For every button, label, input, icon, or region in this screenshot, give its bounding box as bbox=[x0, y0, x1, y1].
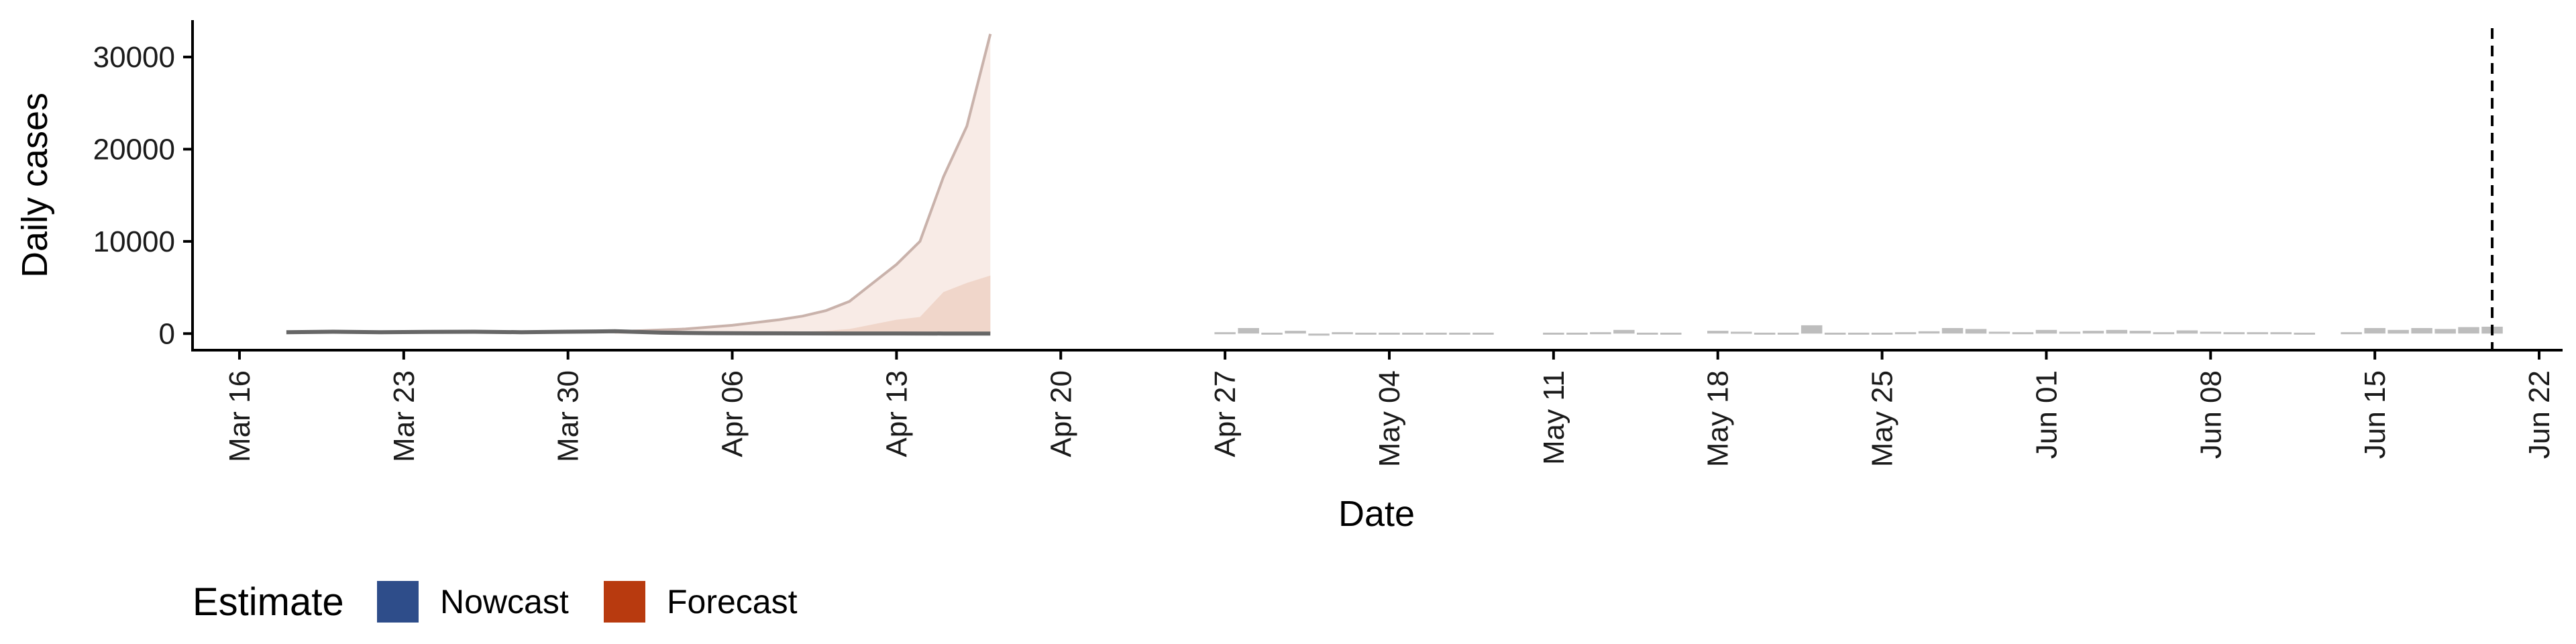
y-tick-label: 30000 bbox=[93, 41, 175, 74]
reported-cases-bar bbox=[1426, 332, 1447, 335]
reported-cases-bar bbox=[2035, 329, 2057, 334]
reported-cases-bar bbox=[2223, 332, 2245, 335]
reported-cases-bar bbox=[1238, 328, 1259, 334]
nowcast-line bbox=[286, 329, 991, 336]
reported-cases-bar bbox=[2387, 329, 2409, 334]
reported-cases-bar bbox=[1777, 332, 1799, 335]
reported-cases-bar bbox=[2176, 330, 2198, 334]
reported-cases-bar bbox=[1566, 332, 1588, 335]
x-tick-label: May 04 bbox=[1373, 370, 1406, 467]
x-tick-label: Jun 22 bbox=[2523, 370, 2556, 459]
reported-cases-bar bbox=[1637, 332, 1658, 335]
x-tick-label: Apr 06 bbox=[716, 370, 749, 458]
reported-cases-bar bbox=[2270, 332, 2292, 335]
y-tick-label: 0 bbox=[159, 317, 175, 350]
reported-cases-bar bbox=[1988, 331, 2010, 334]
reported-cases-bar bbox=[1261, 332, 1283, 335]
reported-cases-bar bbox=[1590, 332, 1611, 335]
reported-cases-bar bbox=[1214, 332, 1236, 335]
x-tick-label: Mar 16 bbox=[223, 370, 256, 462]
x-tick-label: Apr 13 bbox=[880, 370, 913, 458]
reported-cases-bar bbox=[1449, 332, 1470, 335]
x-tick-label: May 25 bbox=[1866, 370, 1899, 467]
reported-cases-bar bbox=[2012, 332, 2034, 335]
y-axis-ticks: 0 10000 20000 30000 bbox=[93, 41, 193, 350]
reported-cases-bar bbox=[1941, 328, 1964, 334]
reported-cases-bar bbox=[1379, 332, 1400, 335]
legend-title: Estimate bbox=[193, 580, 344, 624]
legend: Estimate Nowcast Forecast bbox=[193, 580, 798, 624]
reported-cases-bar bbox=[1965, 329, 1987, 334]
reported-cases-bar bbox=[1332, 332, 1353, 335]
reported-cases-bar bbox=[2411, 328, 2432, 334]
legend-swatch-forecast bbox=[604, 581, 645, 623]
forecast-inner-interval bbox=[614, 275, 991, 334]
reported-cases-bar bbox=[2364, 328, 2385, 334]
reported-cases-bar bbox=[2458, 327, 2479, 334]
forecast-outer-interval bbox=[614, 34, 991, 334]
x-tick-label: Apr 27 bbox=[1209, 370, 1242, 458]
reported-cases-bar bbox=[2294, 332, 2315, 335]
legend-swatch-nowcast bbox=[377, 581, 419, 623]
x-tick-label: Mar 30 bbox=[552, 370, 585, 462]
reported-cases-bar bbox=[1355, 332, 1377, 335]
y-axis-title: Daily cases bbox=[15, 93, 55, 278]
x-axis-ticks: Mar 16 Mar 23 Mar 30 Apr 06 Apr 13 Apr 20 Apr … bbox=[223, 350, 2556, 467]
reported-cases-bar bbox=[1707, 331, 1729, 334]
x-tick-label: Jun 08 bbox=[2194, 370, 2227, 459]
x-tick-label: Apr 20 bbox=[1044, 370, 1077, 458]
reported-cases-bar bbox=[1472, 332, 1494, 335]
reported-cases-bar bbox=[2341, 332, 2362, 335]
reported-cases-bar bbox=[2200, 331, 2222, 334]
reported-cases-bar bbox=[1801, 325, 1823, 334]
x-tick-label: Mar 23 bbox=[388, 370, 421, 462]
reported-cases-bar bbox=[2059, 331, 2081, 334]
reported-cases-bar bbox=[2106, 329, 2128, 334]
axes bbox=[191, 20, 2563, 352]
y-tick-label: 10000 bbox=[93, 225, 175, 258]
y-tick-label: 20000 bbox=[93, 133, 175, 166]
reported-cases-bar bbox=[1754, 332, 1776, 335]
forecast-upper-bound-line bbox=[614, 34, 992, 333]
legend-label-nowcast: Nowcast bbox=[440, 583, 569, 621]
reported-cases-bar bbox=[1613, 329, 1635, 334]
reported-cases-bar bbox=[1402, 332, 1424, 335]
reported-cases-bar bbox=[1824, 332, 1846, 335]
reported-cases-bar bbox=[1871, 332, 1893, 335]
x-tick-label: May 11 bbox=[1538, 370, 1570, 465]
reported-cases-bar bbox=[1543, 332, 1564, 335]
reported-cases-bar bbox=[1847, 332, 1870, 335]
reported-cases-bar bbox=[1308, 333, 1330, 336]
reported-cases-bar bbox=[1894, 332, 1917, 335]
reported-cases-bar bbox=[2153, 332, 2175, 335]
x-tick-label: Jun 15 bbox=[2359, 370, 2392, 459]
x-tick-label: Jun 01 bbox=[2030, 370, 2063, 459]
x-axis-title: Date bbox=[1338, 494, 1415, 534]
reported-cases-bar bbox=[2247, 332, 2268, 335]
reported-cases-bar bbox=[1731, 331, 1752, 334]
reported-cases-bar bbox=[1660, 332, 1682, 335]
legend-label-forecast: Forecast bbox=[667, 583, 798, 621]
reported-cases-bar bbox=[1918, 331, 1940, 334]
x-tick-label: May 18 bbox=[1702, 370, 1735, 467]
reported-cases-bar bbox=[2434, 329, 2456, 334]
plot-area bbox=[286, 28, 2503, 350]
reported-cases-bar bbox=[2082, 331, 2104, 334]
reported-cases-bar bbox=[2129, 331, 2151, 334]
reported-cases-bar bbox=[1285, 331, 1306, 334]
